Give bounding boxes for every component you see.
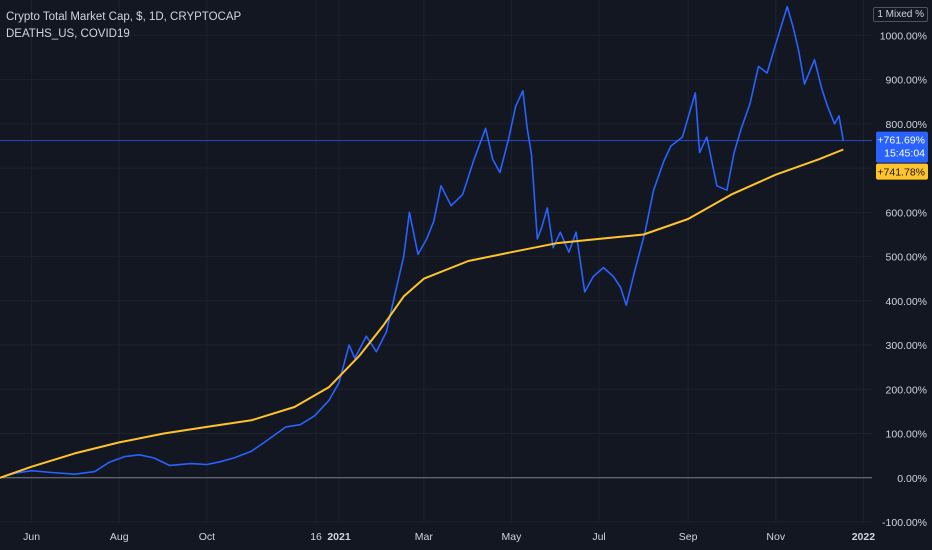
y-tick-label: -100.00% — [882, 517, 927, 529]
scale-mode-button[interactable]: 1 Mixed % — [873, 7, 928, 22]
badge-deaths-last-bg — [876, 163, 928, 180]
x-tick-label: Sep — [679, 531, 698, 543]
badge-crypto-last-text: 15:45:04 — [884, 148, 925, 160]
x-tick-label: Oct — [199, 531, 215, 543]
x-tick-label: Jun — [23, 531, 40, 543]
x-tick-label: Jul — [592, 531, 605, 543]
legend-main-series[interactable]: Crypto Total Market Cap, $, 1D, CRYPTOCA… — [6, 11, 242, 23]
x-tick-label: 2022 — [852, 531, 876, 543]
y-tick-label: 200.00% — [886, 384, 927, 396]
price-badges: +761.69%15:45:04 +741.78% — [876, 131, 928, 180]
badge-crypto-last: +761.69%15:45:04 — [876, 131, 928, 163]
reference-lines — [0, 140, 872, 479]
y-tick-label: 300.00% — [886, 340, 927, 352]
axis-layer: -100.00% 0.00% 100.00% 200.00% 300.00% 400.00… — [23, 30, 927, 543]
badge-deaths-last: +741.78% — [876, 163, 928, 180]
badge-deaths-last-text: +741.78% — [877, 167, 925, 179]
x-tick-label: Aug — [110, 531, 129, 543]
y-tick-label: 400.00% — [886, 296, 927, 308]
y-tick-label: 500.00% — [886, 252, 927, 264]
y-tick-label: 1000.00% — [880, 30, 927, 42]
badge-crypto-last-bg — [876, 131, 928, 163]
badge-crypto-last-text: +761.69% — [877, 135, 925, 147]
chart-legend: Crypto Total Market Cap, $, 1D, CRYPTOCA… — [6, 9, 241, 43]
x-tick-label: 16 — [310, 531, 322, 543]
y-tick-label: 900.00% — [886, 75, 927, 87]
y-tick-label: 0.00% — [897, 473, 927, 485]
series-line-covid-deaths[interactable] — [0, 148, 844, 479]
series-line-crypto-market-cap[interactable] — [0, 5, 845, 479]
legend-compare-series[interactable]: DEATHS_US, COVID19 — [6, 28, 130, 40]
chart-grid — [0, 0, 872, 523]
x-tick-label: 2021 — [327, 531, 351, 543]
y-tick-label: 600.00% — [886, 207, 927, 219]
x-tick-label: Nov — [766, 531, 785, 543]
y-tick-label: 100.00% — [886, 429, 927, 441]
x-tick-label: May — [501, 531, 522, 543]
series-layer — [0, 5, 845, 479]
x-tick-label: Mar — [415, 531, 434, 543]
y-tick-label: 800.00% — [886, 119, 927, 131]
